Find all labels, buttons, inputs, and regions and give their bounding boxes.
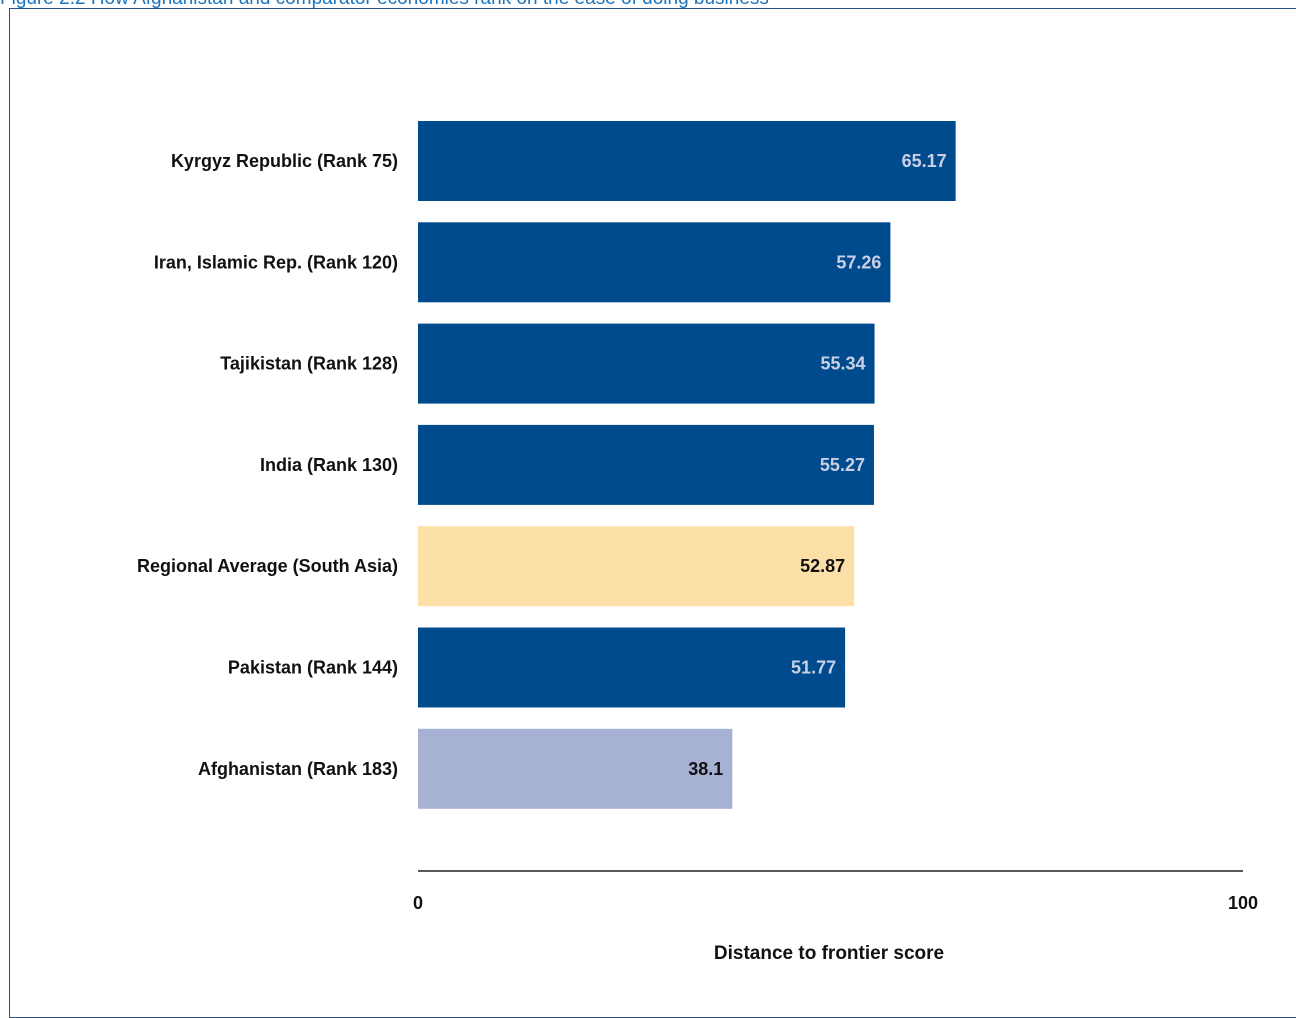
value-label: 57.26 xyxy=(836,252,881,272)
category-label: Afghanistan (Rank 183) xyxy=(198,759,398,779)
category-label: Iran, Islamic Rep. (Rank 120) xyxy=(154,252,398,272)
bar xyxy=(418,121,956,201)
category-label: Kyrgyz Republic (Rank 75) xyxy=(171,151,398,171)
bar xyxy=(418,222,891,303)
value-label: 55.34 xyxy=(821,354,866,374)
x-tick-label: 100 xyxy=(1228,893,1258,913)
value-label: 38.1 xyxy=(688,759,723,779)
category-label: India (Rank 130) xyxy=(260,455,398,475)
value-label: 52.87 xyxy=(800,556,845,576)
bars-group: Kyrgyz Republic (Rank 75) 65.17 Iran, Isla… xyxy=(137,121,956,809)
x-axis-title: Distance to frontier score xyxy=(714,943,944,964)
x-tick-label: 0 xyxy=(413,893,423,913)
category-label: Regional Average (South Asia) xyxy=(137,556,398,576)
figure-caption: Figure 2.2 How Afghanistan and comparato… xyxy=(0,0,769,11)
bar xyxy=(418,627,846,708)
bar xyxy=(418,728,733,809)
bar xyxy=(418,323,875,404)
category-label: Tajikistan (Rank 128) xyxy=(220,354,398,374)
category-label: Pakistan (Rank 144) xyxy=(228,658,398,678)
value-label: 65.17 xyxy=(902,151,947,171)
value-label: 55.27 xyxy=(820,455,865,475)
x-axis: 0 100 xyxy=(413,870,1258,913)
bar xyxy=(418,526,855,607)
value-label: 51.77 xyxy=(791,658,836,678)
bar xyxy=(418,424,874,505)
